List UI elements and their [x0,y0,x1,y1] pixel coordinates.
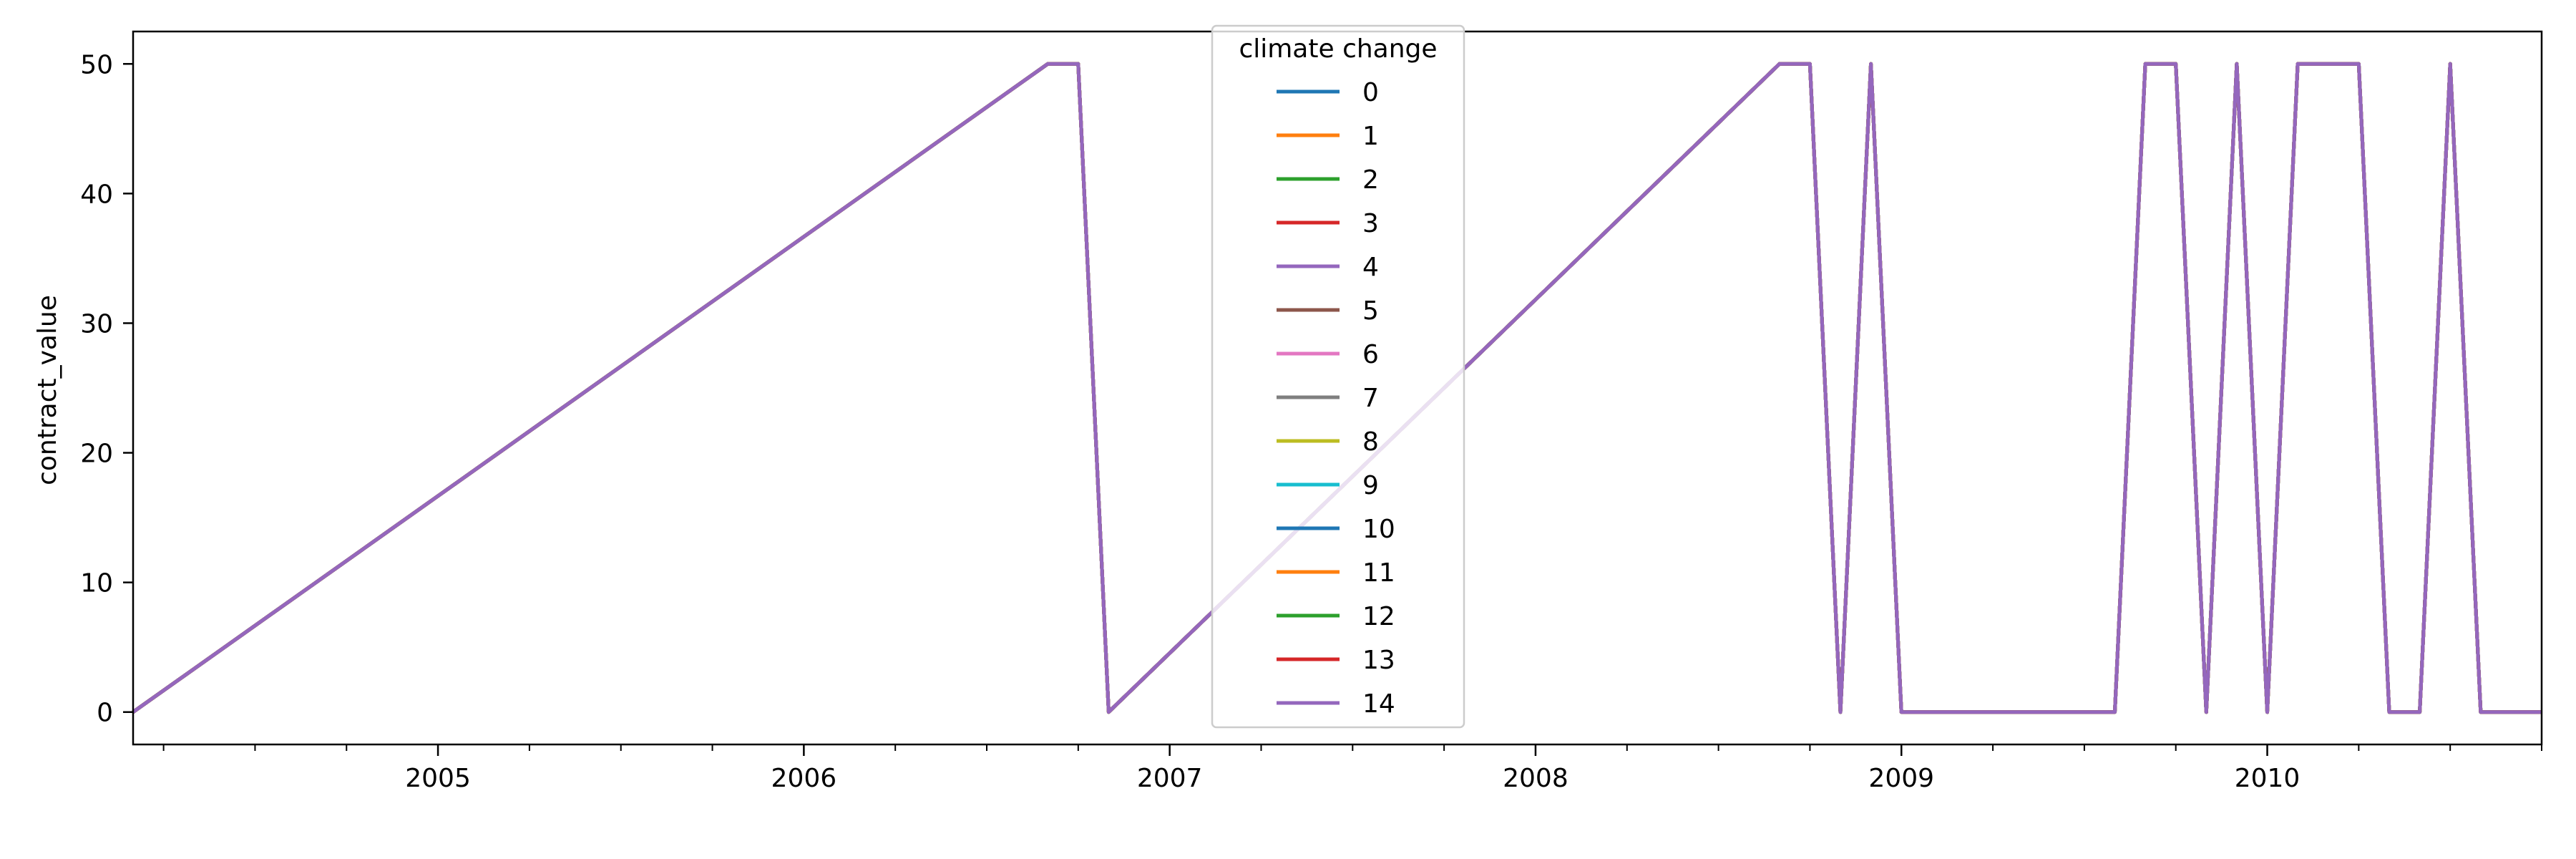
legend-label-4: 4 [1362,253,1379,282]
legend-label-11: 11 [1362,558,1395,588]
x-axis: 2005 2006 2007 2008 2009 2010 [162,744,2542,793]
x-tick-label: 2009 [1868,764,1934,793]
y-tick-label: 20 [80,440,113,469]
series-line-14 [132,62,2542,714]
x-tick-label: 2005 [405,764,471,793]
plot-lines [132,62,2542,714]
legend-label-13: 13 [1362,646,1395,675]
legend-label-3: 3 [1362,209,1379,238]
legend-label-12: 12 [1362,602,1395,631]
y-axis: 0 10 20 30 40 50 [80,50,133,728]
legend-label-7: 7 [1362,384,1379,413]
legend-label-2: 2 [1362,165,1379,195]
y-tick-label: 40 [80,180,113,209]
y-tick-label: 50 [80,50,113,79]
y-axis-label: contract_value [33,295,62,485]
y-tick-label: 0 [97,699,113,728]
legend-label-1: 1 [1362,122,1379,151]
legend-label-14: 14 [1362,689,1395,719]
legend-label-8: 8 [1362,427,1379,457]
legend-title: climate change [1239,34,1437,64]
legend-label-10: 10 [1362,515,1395,544]
legend-label-9: 9 [1362,471,1379,500]
y-tick-label: 10 [80,569,113,598]
legend-label-6: 6 [1362,340,1379,369]
x-tick-label: 2010 [2235,764,2301,793]
legend-label-5: 5 [1362,296,1379,326]
legend-label-0: 0 [1362,78,1379,107]
x-tick-label: 2008 [1503,764,1568,793]
x-tick-label: 2006 [771,764,837,793]
x-tick-label: 2007 [1137,764,1203,793]
y-tick-label: 30 [80,309,113,339]
legend-box [1211,24,1465,729]
